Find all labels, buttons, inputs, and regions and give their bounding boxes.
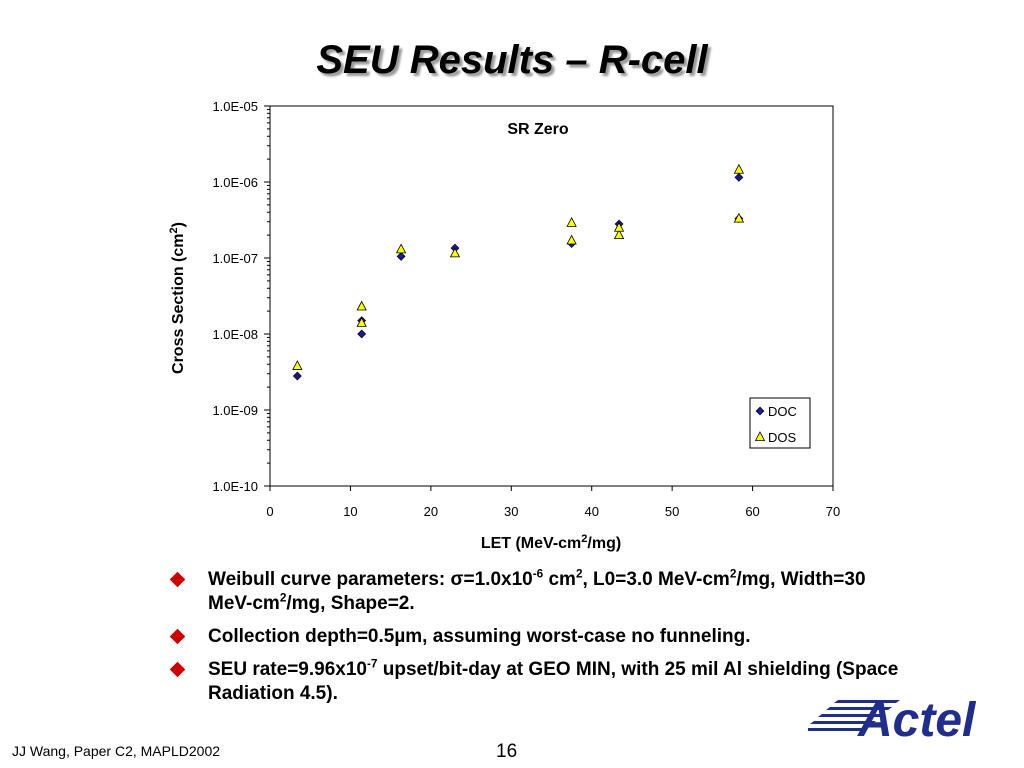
doc-data-point bbox=[357, 329, 367, 339]
y-tick-label: 1.0E-08 bbox=[212, 327, 258, 342]
dos-data-point bbox=[613, 221, 625, 232]
dos-data-point bbox=[733, 163, 745, 174]
dos-data-point bbox=[566, 234, 577, 245]
dos-data-point bbox=[356, 300, 367, 311]
dos-data-point bbox=[613, 229, 625, 240]
dos-data-point bbox=[292, 360, 303, 370]
x-axis-label: LET (MeV-cm2/mg) bbox=[481, 533, 621, 552]
page-number: 16 bbox=[496, 741, 518, 762]
y-tick-label: 1.0E-05 bbox=[212, 99, 258, 114]
legend-dos-label: DOS bbox=[768, 430, 797, 445]
y-tick-label: 1.0E-07 bbox=[212, 251, 258, 266]
dos-data-point bbox=[356, 317, 367, 327]
x-tick-label: 30 bbox=[504, 504, 518, 519]
doc-data-point bbox=[734, 172, 744, 182]
bullet-item: Collection depth=0.5µm, assuming worst-c… bbox=[168, 625, 908, 649]
bullet-list: Weibull curve parameters: σ=1.0x10-6 cm2… bbox=[168, 568, 908, 715]
y-tick-label: 1.0E-09 bbox=[212, 403, 258, 418]
y-tick-label: 1.0E-10 bbox=[212, 479, 258, 494]
slide-title: SEU Results – R-cell bbox=[316, 38, 708, 82]
footer-citation: JJ Wang, Paper C2, MAPLD2002 bbox=[12, 743, 221, 759]
x-tick-label: 70 bbox=[826, 504, 840, 519]
bullet-item: Weibull curve parameters: σ=1.0x10-6 cm2… bbox=[168, 568, 908, 616]
x-tick-label: 20 bbox=[424, 504, 438, 519]
red-diamond-bullet-icon bbox=[169, 661, 186, 678]
legend-dos-marker bbox=[754, 431, 766, 441]
dos-data-point bbox=[733, 212, 745, 223]
red-diamond-bullet-icon bbox=[169, 571, 186, 588]
y-axis-label: Cross Section (cm2) bbox=[168, 222, 187, 374]
dos-data-point bbox=[566, 217, 577, 227]
logo-wordmark: Actel bbox=[857, 694, 977, 747]
x-tick-label: 10 bbox=[343, 504, 357, 519]
chart-title: SR Zero bbox=[507, 121, 569, 138]
actel-logo: Actel bbox=[808, 690, 1008, 748]
doc-data-point bbox=[292, 371, 302, 381]
x-tick-label: 60 bbox=[745, 504, 759, 519]
y-tick-label: 1.0E-06 bbox=[212, 175, 258, 190]
legend-doc-marker bbox=[755, 406, 765, 416]
bullet-item: SEU rate=9.96x10-7 upset/bit-day at GEO … bbox=[168, 658, 908, 706]
x-tick-label: 50 bbox=[665, 504, 679, 519]
dos-data-point bbox=[395, 243, 407, 254]
doc-data-point bbox=[396, 251, 406, 261]
dos-data-point bbox=[449, 247, 461, 258]
legend-doc-label: DOC bbox=[768, 404, 797, 419]
x-tick-label: 0 bbox=[266, 504, 273, 519]
red-diamond-bullet-icon bbox=[169, 628, 186, 645]
x-tick-label: 40 bbox=[584, 504, 598, 519]
plot-area-frame bbox=[269, 105, 834, 487]
